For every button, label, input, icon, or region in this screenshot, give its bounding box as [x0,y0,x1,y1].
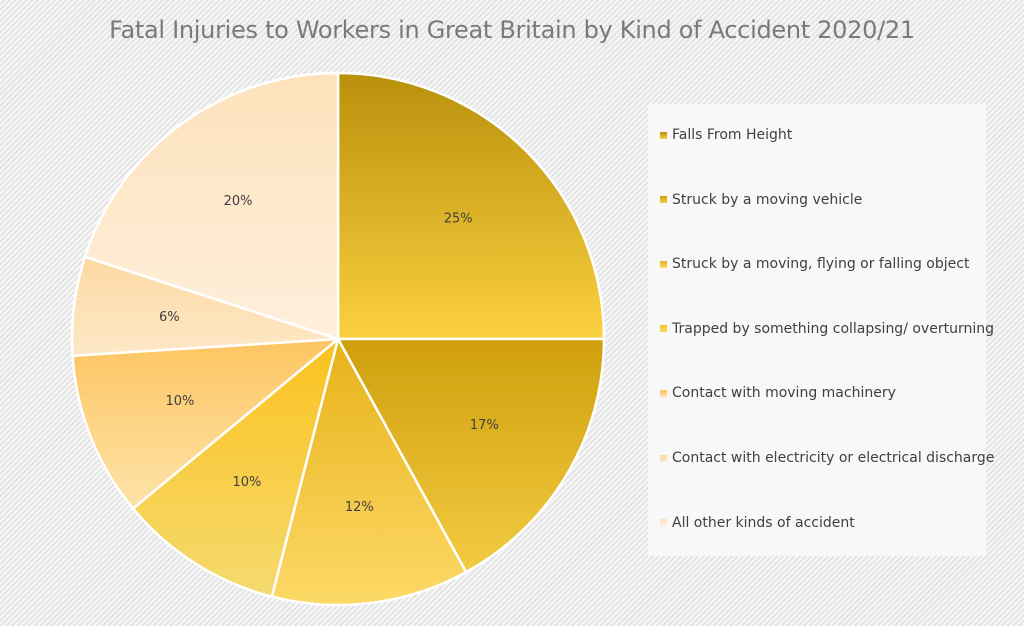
legend-label: Falls From Height [672,127,793,143]
pie-slice [336,71,606,341]
pie-slice [83,71,340,341]
legend-swatch [660,519,667,527]
slice-label: 17% [470,418,499,433]
pie-labels: 25% 17% 12% 10% 10% 6% 20% [159,194,499,515]
slice-label: 12% [345,500,374,515]
legend-swatch [660,325,667,333]
slice-label: 20% [224,194,253,209]
chart-title: Fatal Injuries to Workers in Great Brita… [109,16,915,44]
slice-label: 25% [444,211,473,226]
legend-item: Struck by a moving vehicle [660,189,862,211]
slice-label: 6% [159,310,180,325]
pie-slice [336,337,606,574]
legend-label: Contact with electricity or electrical d… [672,450,995,466]
legend-swatch [660,389,667,397]
pie-slices [70,71,606,607]
legend-item: Contact with moving machinery [660,382,896,404]
legend-swatch [660,196,667,204]
pie-slice [71,337,340,510]
legend-swatch [660,260,667,268]
legend-item: Trapped by something collapsing/ overtur… [660,318,994,340]
pie-slice [270,337,468,607]
legend-label: All other kinds of accident [672,514,855,531]
legend-item: All other kinds of accident [660,512,855,534]
legend-item: Falls From Height [660,124,792,146]
legend-swatch [660,131,667,139]
legend-item: Struck by a moving, flying or falling ob… [660,253,969,275]
legend-label: Trapped by something collapsing/ overtur… [672,320,994,337]
legend-label: Contact with moving machinery [672,385,896,402]
pie-chart: 25% 17% 12% 10% 10% 6% 20% [70,71,606,607]
slice-label: 10% [232,475,261,490]
legend: Falls From Height Struck by a moving vehi… [648,104,994,556]
legend-item: Contact with electricity or electrical d… [660,447,994,469]
legend-swatch [660,454,667,462]
pie-slice [131,337,340,598]
legend-label: Struck by a moving, flying or falling ob… [672,256,970,273]
legend-label: Struck by a moving vehicle [672,191,863,208]
slice-label: 10% [165,394,194,409]
